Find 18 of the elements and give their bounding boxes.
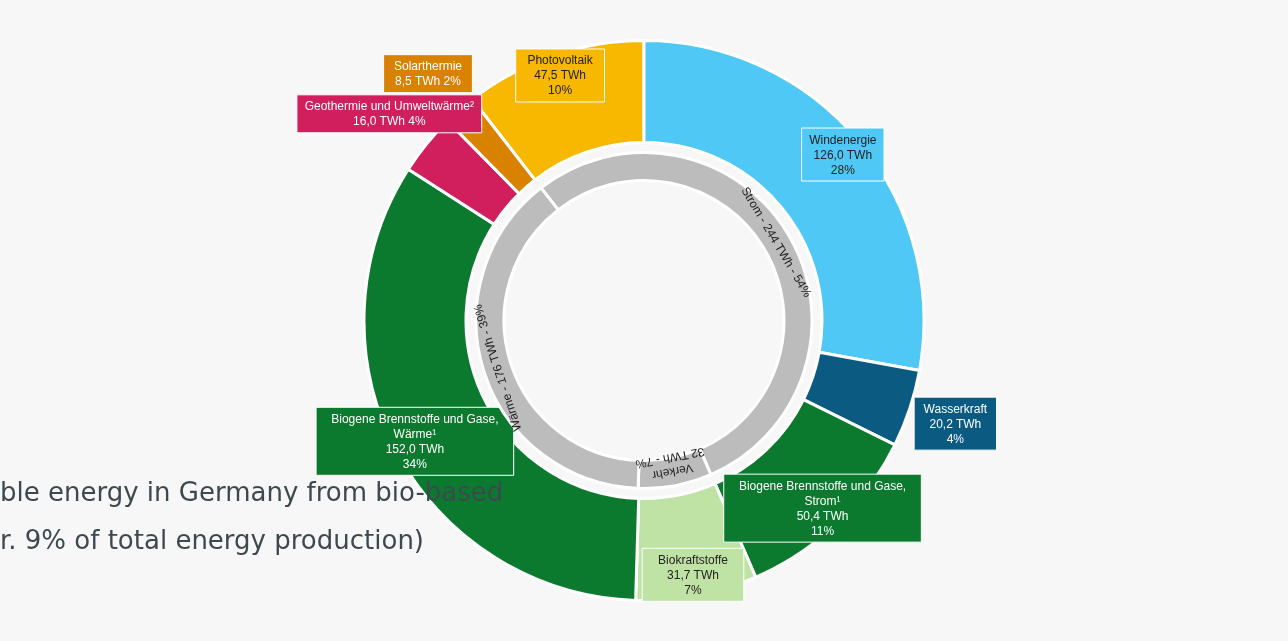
data-label: 50,4 TWh 11% <box>796 508 849 538</box>
slice-label: Solarthermie <box>393 59 463 74</box>
data-label: 20,2 TWh 4% <box>929 416 982 446</box>
slice-label: Wasserkraft <box>923 401 988 416</box>
slice-label: Windenergie <box>809 132 877 147</box>
data-label: 152,0 TWh 34% <box>385 441 445 471</box>
data-label: 16,0 TWh 4% <box>353 114 426 129</box>
slice-label: Biogene Brennstoffe und Gase, Wärme¹ <box>331 411 499 441</box>
slice-label: Verkehr 32 TWh - 7% <box>634 444 706 483</box>
slice-label: Biokraftstoffe <box>658 552 729 567</box>
data-label: 126,0 TWh 28% <box>813 147 873 177</box>
slice-label: Photovoltaik <box>527 53 594 68</box>
data-label: 31,7 TWh 7% <box>667 567 719 597</box>
data-label: 47,5 TWh 10% <box>534 68 586 98</box>
slice-label: Biogene Brennstoffe und Gase, Strom¹ <box>738 478 907 508</box>
slice-label: Geothermie und Umweltwärme² <box>304 99 475 114</box>
text: r. 9% of total energy production) <box>0 525 424 555</box>
data-label: 8,5 TWh 2% <box>395 74 462 89</box>
